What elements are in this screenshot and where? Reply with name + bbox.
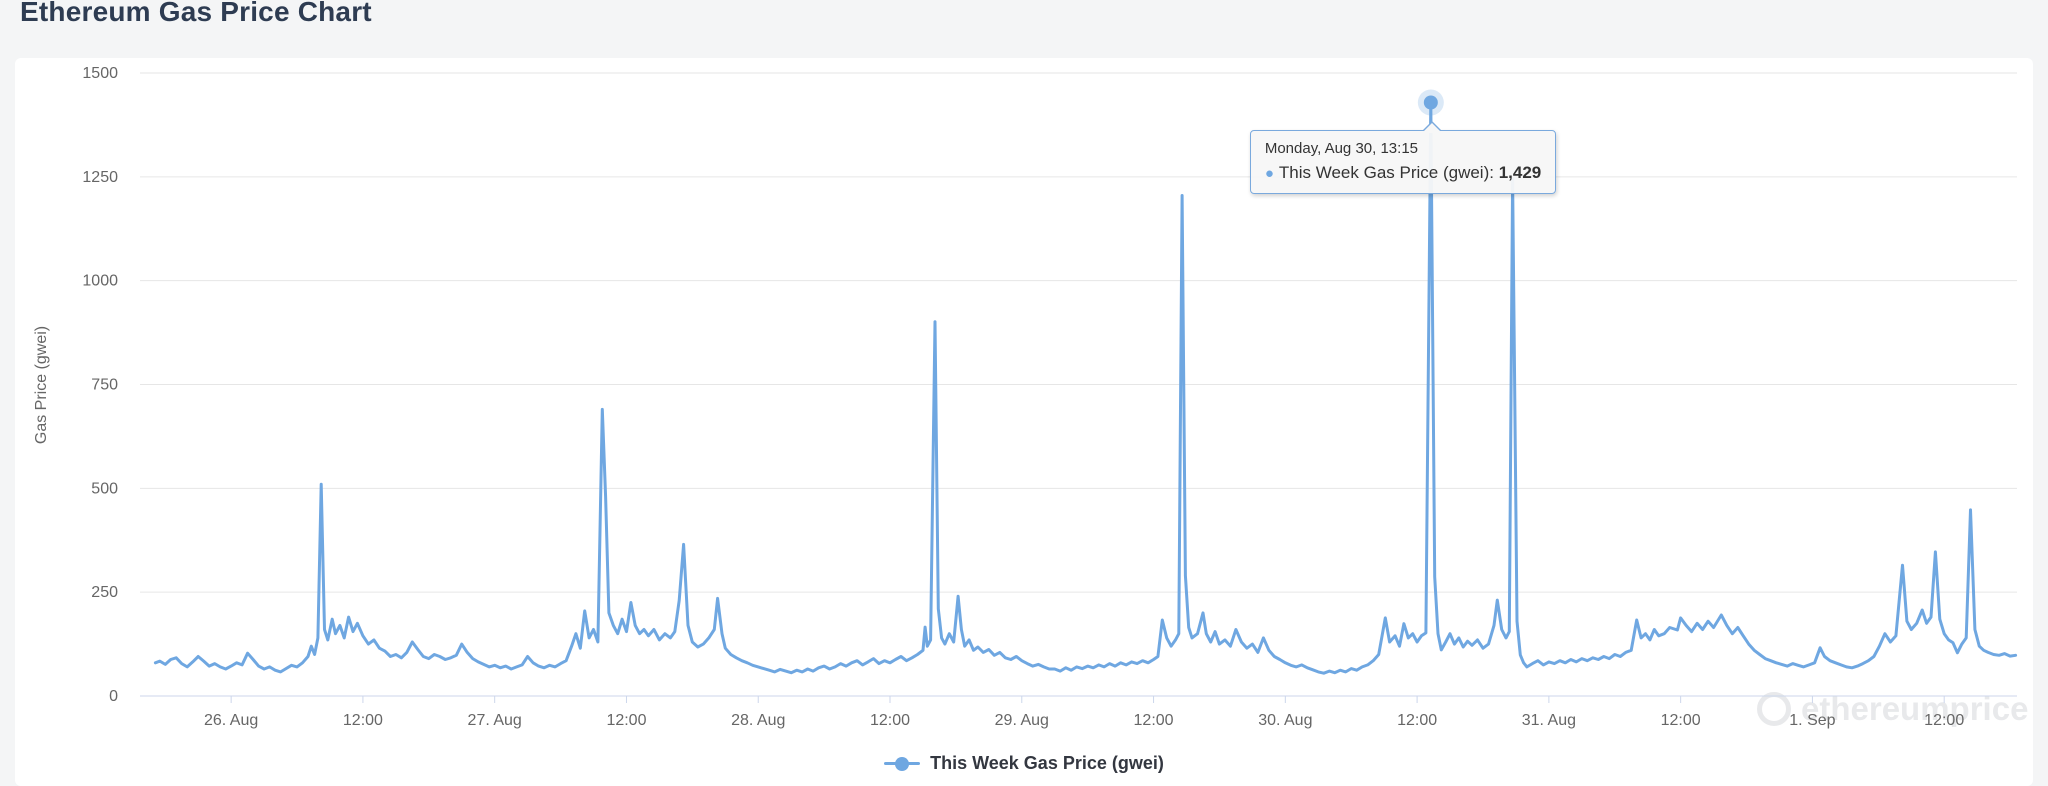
chart-tooltip: Monday, Aug 30, 13:15 ● This Week Gas Pri… (1249, 121, 1557, 195)
x-axis-label: 12:00 (606, 712, 646, 729)
page-title: Ethereum Gas Price Chart (20, 0, 372, 27)
x-axis-label: 12:00 (1134, 712, 1174, 729)
x-axis-label: 29. Aug (995, 712, 1049, 729)
y-axis-label: 750 (91, 377, 118, 394)
x-axis-label: 27. Aug (468, 712, 522, 729)
x-axis-label: 12:00 (1397, 712, 1437, 729)
chart-legend[interactable]: This Week Gas Price (gwei) (0, 753, 2048, 774)
gas-price-series-line[interactable] (153, 101, 2018, 675)
x-axis-label: 30. Aug (1258, 712, 1312, 729)
x-axis-label: 1. Sep (1789, 712, 1835, 729)
series-bullet-icon: ● (1264, 165, 1274, 183)
chart-card (15, 58, 2033, 786)
y-axis-label: 1000 (82, 273, 118, 290)
x-axis-label: 12:00 (1661, 712, 1701, 729)
legend-line-marker-icon (884, 756, 921, 771)
x-axis-label: 12:00 (343, 712, 383, 729)
x-axis-label: 28. Aug (731, 712, 785, 729)
y-axis-label: 0 (109, 688, 118, 705)
y-axis-label: 1500 (82, 65, 118, 82)
tooltip-value: 1,429 (1498, 163, 1542, 183)
hover-point-marker[interactable] (1423, 95, 1438, 110)
x-axis-label: 31. Aug (1522, 712, 1576, 729)
legend-label: This Week Gas Price (gwei) (930, 753, 1164, 773)
y-axis-label: 1250 (82, 169, 118, 186)
y-axis-label: 500 (91, 480, 118, 497)
x-axis-label: 26. Aug (204, 712, 258, 729)
x-axis-label: 12:00 (870, 712, 910, 729)
y-axis-label: 250 (91, 584, 118, 601)
tooltip-series-label: This Week Gas Price (gwei): (1278, 163, 1494, 183)
tooltip-date: Monday, Aug 30, 13:15 (1264, 140, 1418, 158)
tooltip-series-row: ● This Week Gas Price (gwei): 1,429 (1265, 163, 1541, 183)
ethereumprice-logo-icon (1757, 692, 1791, 726)
x-axis-label: 12:00 (1924, 712, 1964, 729)
